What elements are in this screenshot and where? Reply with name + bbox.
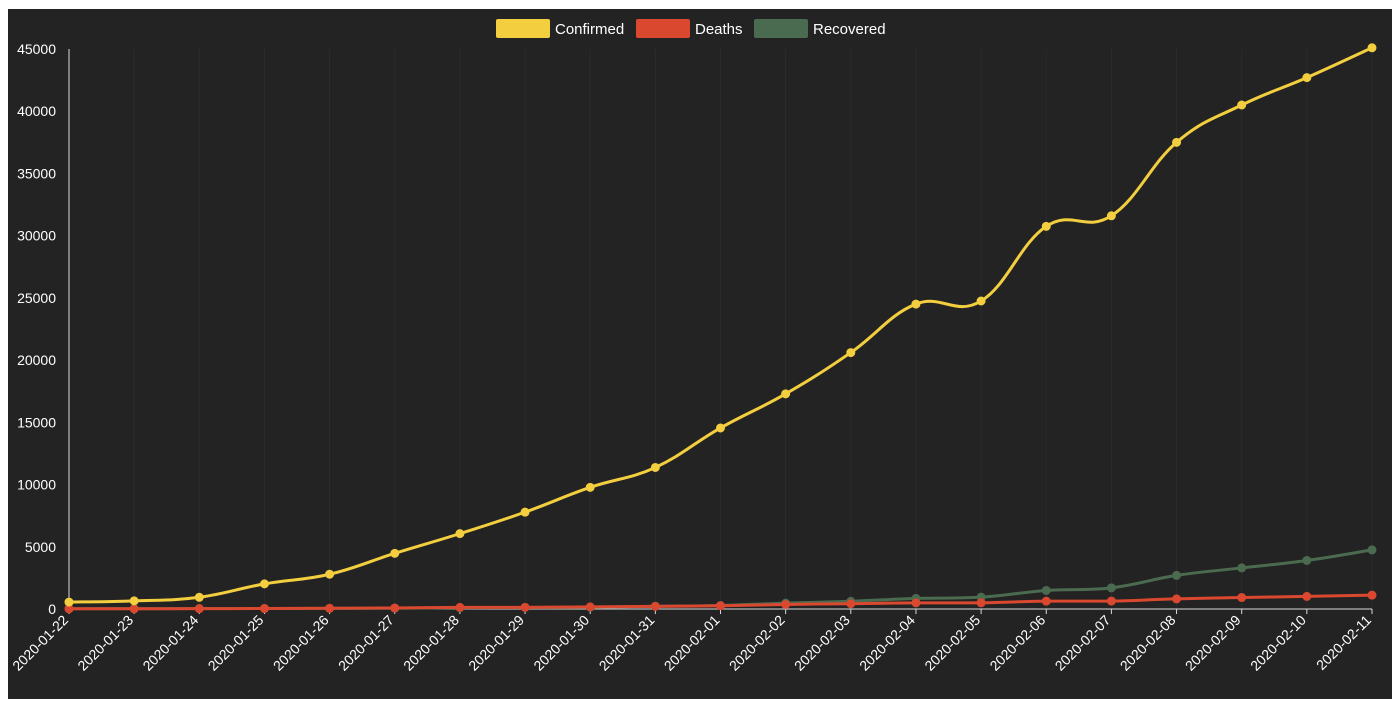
legend-swatch-recovered bbox=[754, 19, 808, 38]
data-point-deaths[interactable] bbox=[1237, 593, 1247, 603]
x-tick-label: 2020-02-03 bbox=[791, 612, 853, 674]
data-point-recovered[interactable] bbox=[1041, 585, 1051, 595]
data-point-deaths[interactable] bbox=[520, 602, 530, 612]
data-point-confirmed[interactable] bbox=[585, 482, 595, 492]
data-point-deaths[interactable] bbox=[1367, 590, 1377, 600]
x-tick-label: 2020-01-26 bbox=[270, 612, 332, 674]
data-point-deaths[interactable] bbox=[846, 599, 856, 609]
y-tick-label: 40000 bbox=[17, 103, 56, 119]
data-point-deaths[interactable] bbox=[716, 601, 725, 611]
y-tick-label: 30000 bbox=[17, 228, 56, 244]
data-point-confirmed[interactable] bbox=[911, 299, 921, 309]
data-point-confirmed[interactable] bbox=[1106, 211, 1116, 221]
x-tick-label: 2020-02-08 bbox=[1117, 612, 1179, 674]
data-point-recovered[interactable] bbox=[1302, 555, 1312, 565]
x-tick-label: 2020-02-11 bbox=[1313, 612, 1374, 673]
y-tick-label: 10000 bbox=[17, 477, 56, 493]
axes: 0 5000 10000 15000 20000 25000 30000 35000 40000… bbox=[9, 41, 1374, 674]
data-point-deaths[interactable] bbox=[976, 598, 986, 608]
data-point-recovered[interactable] bbox=[1237, 563, 1247, 573]
legend-label-recovered: Recovered bbox=[813, 21, 886, 38]
grid bbox=[68, 49, 1373, 615]
legend-item-deaths[interactable]: Deaths bbox=[636, 19, 743, 38]
x-tick-label: 2020-01-24 bbox=[139, 612, 201, 674]
line-chart: 0 5000 10000 15000 20000 25000 30000 35000 40000… bbox=[9, 19, 1377, 674]
data-point-deaths[interactable] bbox=[194, 604, 204, 614]
x-tick-label: 2020-02-05 bbox=[921, 612, 983, 674]
data-point-deaths[interactable] bbox=[390, 603, 400, 613]
legend-label-deaths: Deaths bbox=[695, 21, 743, 38]
data-point-confirmed[interactable] bbox=[129, 596, 139, 606]
chart-panel: 0 5000 10000 15000 20000 25000 30000 35000 40000… bbox=[8, 9, 1392, 699]
data-point-confirmed[interactable] bbox=[1041, 221, 1051, 231]
series-deaths bbox=[64, 590, 1377, 614]
y-tick-label: 5000 bbox=[25, 539, 56, 555]
x-tick-label: 2020-02-01 bbox=[661, 612, 723, 674]
data-point-deaths[interactable] bbox=[455, 602, 465, 612]
data-point-recovered[interactable] bbox=[1367, 545, 1377, 555]
x-tick-label: 2020-01-31 bbox=[596, 612, 658, 674]
data-point-deaths[interactable] bbox=[1302, 591, 1312, 601]
data-point-confirmed[interactable] bbox=[520, 507, 530, 517]
legend-swatch-confirmed bbox=[496, 19, 550, 38]
data-point-confirmed[interactable] bbox=[64, 597, 74, 607]
data-point-confirmed[interactable] bbox=[455, 529, 465, 539]
x-tick-label: 2020-02-06 bbox=[986, 612, 1048, 674]
data-point-confirmed[interactable] bbox=[846, 348, 856, 358]
y-tick-label: 20000 bbox=[17, 352, 56, 368]
x-tick-label: 2020-01-28 bbox=[400, 612, 462, 674]
legend-item-recovered[interactable]: Recovered bbox=[754, 19, 886, 38]
legend-item-confirmed[interactable]: Confirmed bbox=[496, 19, 624, 38]
data-point-deaths[interactable] bbox=[650, 601, 660, 611]
data-point-deaths[interactable] bbox=[259, 603, 269, 613]
data-point-deaths[interactable] bbox=[781, 599, 791, 609]
x-tick-label: 2020-02-10 bbox=[1247, 612, 1309, 674]
data-point-deaths[interactable] bbox=[129, 604, 139, 614]
series-confirmed bbox=[64, 43, 1377, 607]
data-point-confirmed[interactable] bbox=[325, 569, 335, 579]
y-tick-label: 0 bbox=[48, 601, 56, 617]
x-tick-label: 2020-01-27 bbox=[335, 612, 397, 674]
data-point-confirmed[interactable] bbox=[1237, 100, 1247, 110]
data-point-confirmed[interactable] bbox=[781, 389, 791, 399]
x-tick-label: 2020-02-09 bbox=[1182, 612, 1244, 674]
legend: Confirmed Deaths Recovered bbox=[496, 19, 886, 38]
data-point-deaths[interactable] bbox=[1041, 596, 1051, 606]
data-point-confirmed[interactable] bbox=[1302, 73, 1312, 83]
data-point-deaths[interactable] bbox=[325, 603, 335, 613]
data-point-confirmed[interactable] bbox=[1172, 137, 1182, 147]
x-tick-label: 2020-02-02 bbox=[726, 612, 788, 674]
legend-label-confirmed: Confirmed bbox=[555, 21, 624, 38]
data-point-confirmed[interactable] bbox=[716, 423, 725, 433]
y-tick-label: 35000 bbox=[17, 165, 56, 181]
y-tick-label: 45000 bbox=[17, 41, 56, 57]
y-tick-label: 25000 bbox=[17, 290, 56, 306]
data-point-confirmed[interactable] bbox=[259, 579, 269, 589]
data-point-confirmed[interactable] bbox=[194, 592, 204, 602]
x-tick-label: 2020-01-30 bbox=[530, 612, 592, 674]
data-point-deaths[interactable] bbox=[1172, 594, 1182, 604]
x-tick-label: 2020-02-04 bbox=[856, 612, 918, 674]
data-point-deaths[interactable] bbox=[585, 602, 595, 612]
data-point-confirmed[interactable] bbox=[390, 548, 400, 558]
data-point-confirmed[interactable] bbox=[976, 296, 986, 306]
x-tick-label: 2020-01-22 bbox=[9, 612, 71, 674]
x-tick-label: 2020-02-07 bbox=[1052, 612, 1114, 674]
series-lines bbox=[64, 43, 1377, 614]
legend-swatch-deaths bbox=[636, 19, 690, 38]
data-point-deaths[interactable] bbox=[1106, 596, 1116, 606]
data-point-deaths[interactable] bbox=[911, 598, 921, 608]
y-tick-label: 15000 bbox=[17, 414, 56, 430]
data-point-recovered[interactable] bbox=[1172, 570, 1182, 580]
x-tick-label: 2020-01-25 bbox=[205, 612, 267, 674]
series-line-confirmed bbox=[68, 46, 1373, 604]
data-point-confirmed[interactable] bbox=[1367, 43, 1377, 53]
x-tick-label: 2020-01-29 bbox=[465, 612, 527, 674]
data-point-confirmed[interactable] bbox=[650, 462, 660, 472]
x-tick-label: 2020-01-23 bbox=[74, 612, 136, 674]
data-point-recovered[interactable] bbox=[1106, 583, 1116, 593]
